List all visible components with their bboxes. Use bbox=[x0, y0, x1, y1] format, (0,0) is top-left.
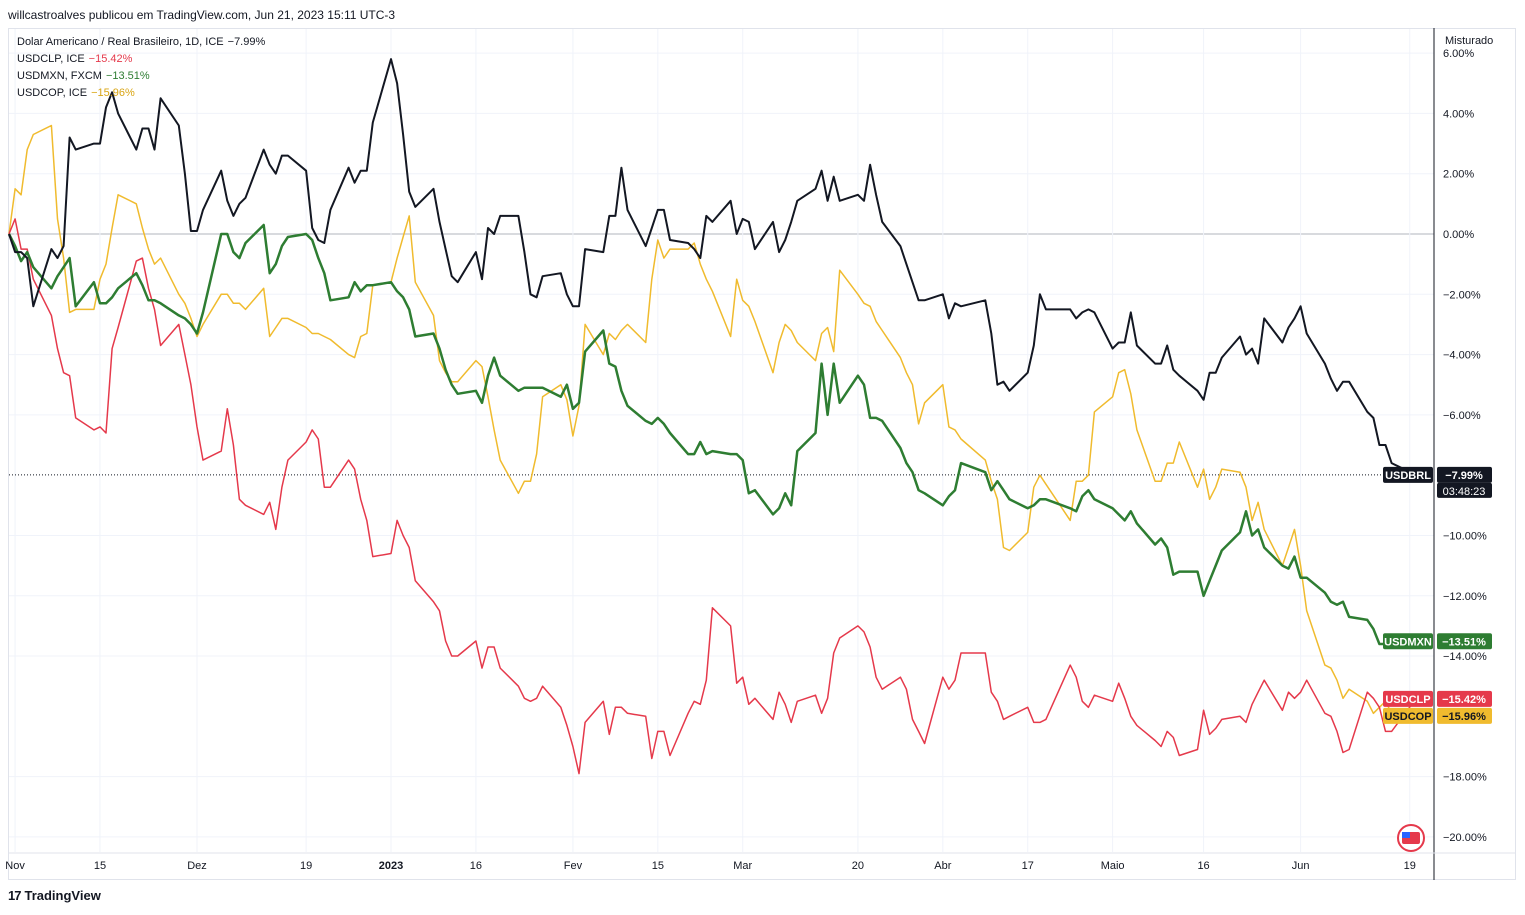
y-tick-label: −20.00% bbox=[1443, 832, 1487, 844]
y-tick-label: −6.00% bbox=[1443, 410, 1481, 422]
x-tick-label: 16 bbox=[1197, 860, 1209, 872]
value-tag-text: −13.51% bbox=[1442, 636, 1486, 648]
value-tag-usdmxn bbox=[1437, 633, 1492, 650]
y-tick-label: 0.00% bbox=[1443, 229, 1474, 241]
symbol-tag-text: USDCOP bbox=[1384, 711, 1431, 723]
legend-item-usdclp[interactable]: USDCLP, ICE −15.42% bbox=[17, 51, 265, 68]
y-tick-label: −10.00% bbox=[1443, 530, 1487, 542]
y-tick-label: 4.00% bbox=[1443, 108, 1474, 120]
footer-brand-text: TradingView bbox=[24, 888, 101, 903]
x-tick-label: 2023 bbox=[379, 860, 403, 872]
value-tag-usdclp bbox=[1437, 690, 1492, 707]
chart-legend: Dolar Americano / Real Brasileiro, 1D, I… bbox=[17, 34, 265, 102]
publication-header: willcastroalves publicou em TradingView.… bbox=[8, 8, 396, 22]
x-tick-label: 19 bbox=[1404, 860, 1416, 872]
x-tick-label: Nov bbox=[5, 860, 25, 872]
x-tick-label: 16 bbox=[470, 860, 482, 872]
legend-change: −7.99% bbox=[227, 36, 266, 48]
chart-frame bbox=[8, 28, 1516, 880]
value-tag-text: −7.99% bbox=[1445, 470, 1483, 482]
x-tick-label: 15 bbox=[94, 860, 106, 872]
value-tag-text: −15.96% bbox=[1442, 711, 1486, 723]
symbol-tag-usdclp bbox=[1383, 690, 1433, 707]
series-line-usdclp bbox=[8, 218, 1417, 775]
y-tick-label: −14.00% bbox=[1443, 651, 1487, 663]
legend-change: −15.42% bbox=[88, 53, 133, 65]
x-tick-label: Maio bbox=[1101, 860, 1125, 872]
x-tick-label: 19 bbox=[300, 860, 312, 872]
legend-item-usdcop[interactable]: USDCOP, ICE −15.96% bbox=[17, 85, 265, 102]
symbol-tag-text: USDCLP bbox=[1385, 694, 1430, 706]
series-line-usdmxn bbox=[7, 223, 1417, 649]
series-line-usdcop bbox=[8, 124, 1416, 716]
legend-change: −13.51% bbox=[105, 70, 150, 82]
symbol-tag-text: USDMXN bbox=[1384, 636, 1432, 648]
value-tag-usdcop bbox=[1437, 707, 1492, 724]
footer-brand[interactable]: 17 TradingView bbox=[8, 888, 101, 903]
symbol-tag-usdmxn bbox=[1383, 633, 1433, 650]
value-tag-text: −15.42% bbox=[1442, 694, 1486, 706]
flag-canton bbox=[1402, 832, 1410, 838]
legend-name: USDMXN, FXCM bbox=[17, 70, 102, 82]
x-tick-label: Dez bbox=[187, 860, 207, 872]
legend-name: USDCOP, ICE bbox=[17, 87, 88, 99]
countdown-tag-text: 03:48:23 bbox=[1443, 486, 1486, 498]
legend-name: USDCLP, ICE bbox=[17, 53, 85, 65]
tradingview-logo-icon: 17 bbox=[8, 888, 22, 903]
x-tick-label: Mar bbox=[733, 860, 752, 872]
value-tag-usdbrl bbox=[1437, 466, 1492, 483]
symbol-tag-usdbrl bbox=[1383, 466, 1433, 483]
y-tick-label: −18.00% bbox=[1443, 772, 1487, 784]
x-tick-label: 15 bbox=[652, 860, 664, 872]
symbol-tag-text: USDBRL bbox=[1385, 470, 1431, 482]
scale-mode-label[interactable]: Misturado bbox=[1445, 35, 1494, 47]
symbol-tag-usdcop bbox=[1383, 707, 1433, 724]
x-tick-label: Abr bbox=[934, 860, 951, 872]
legend-change: −15.96% bbox=[91, 87, 135, 99]
legend-item-usdbrl[interactable]: Dolar Americano / Real Brasileiro, 1D, I… bbox=[17, 34, 265, 51]
series-line-usdbrl bbox=[8, 58, 1417, 476]
x-tick-label: 17 bbox=[1022, 860, 1034, 872]
countdown-tag bbox=[1437, 482, 1492, 498]
legend-name: Dolar Americano / Real Brasileiro, 1D, I… bbox=[17, 36, 224, 48]
legend-item-usdmxn[interactable]: USDMXN, FXCM −13.51% bbox=[17, 68, 265, 85]
x-tick-label: Fev bbox=[564, 860, 583, 872]
y-tick-label: −4.00% bbox=[1443, 350, 1481, 362]
y-tick-label: 2.00% bbox=[1443, 169, 1474, 181]
x-tick-label: 20 bbox=[852, 860, 864, 872]
y-tick-label: −12.00% bbox=[1443, 591, 1487, 603]
y-tick-label: −2.00% bbox=[1443, 289, 1481, 301]
x-tick-label: Jun bbox=[1292, 860, 1310, 872]
y-tick-label: 6.00% bbox=[1443, 48, 1474, 60]
